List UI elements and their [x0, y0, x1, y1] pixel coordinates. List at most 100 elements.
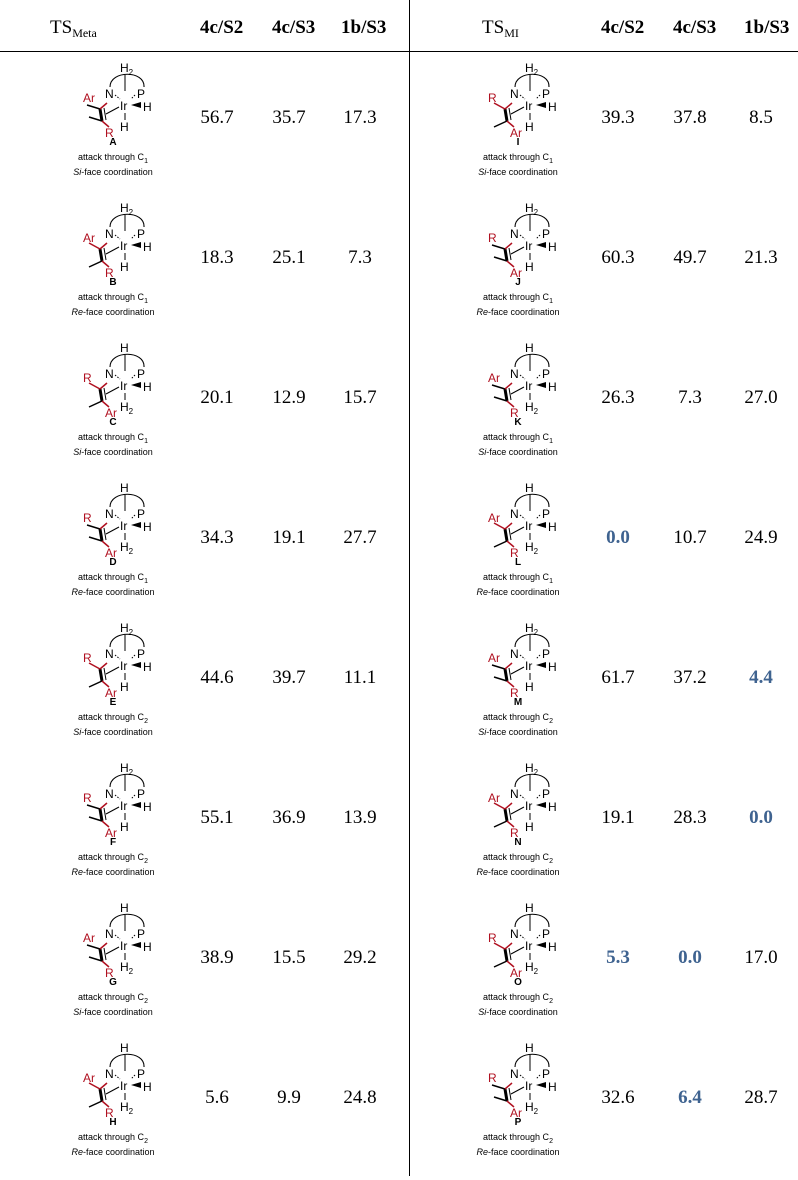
right-hydride-label: H: [548, 800, 557, 814]
alkene-bond: [503, 388, 509, 402]
upper-substituent-label: Ar: [488, 651, 500, 665]
structure-letter: F: [109, 837, 117, 848]
top-hydride-label: H: [525, 481, 534, 495]
upper-substituent-label: Ar: [83, 91, 95, 105]
iridium-complex-structure: H2 N P Ir HH R Ar: [488, 201, 557, 280]
ligand-arc: [109, 353, 145, 368]
upper-substituent-label: Ar: [488, 371, 500, 385]
upper-substituent-label: Ar: [83, 231, 95, 245]
lower-substituent-label: R: [510, 686, 519, 700]
structure-letter: C: [109, 417, 117, 428]
iridium-label: Ir: [120, 939, 127, 953]
nitrogen-label: N: [510, 227, 519, 241]
structure-caption: attack through C2 Re-face coordination: [71, 852, 155, 877]
column-divider: [409, 0, 410, 1176]
structure-caption: attack through C2 Si-face coordination: [478, 712, 558, 737]
energy-value: 8.5: [749, 107, 773, 128]
energy-value: 13.9: [343, 807, 377, 828]
ligand-arc: [109, 493, 145, 508]
bottom-hydride-label: H: [525, 260, 534, 274]
lower-substituent-label: R: [510, 826, 519, 840]
right-hydride-label: H: [143, 100, 152, 114]
ligand-arc: [109, 773, 145, 788]
header-ts-meta: TSMeta: [50, 17, 97, 40]
iridium-label: Ir: [120, 239, 127, 253]
top-hydride-label: H2: [120, 201, 134, 217]
right-hydride-label: H: [548, 100, 557, 114]
iridium-label: Ir: [120, 1079, 127, 1093]
iridium-label: Ir: [120, 519, 127, 533]
iridium-label: Ir: [525, 1079, 532, 1093]
alkene-bond: [98, 948, 104, 962]
lower-substituent-label: R: [105, 126, 114, 140]
energy-value: 0.0: [749, 807, 773, 828]
energy-value: 0.0: [606, 527, 630, 548]
phosphorus-label: P: [542, 87, 550, 101]
header-col-4c-s2-left: 4c/S2: [200, 17, 244, 38]
structure-letter: J: [515, 277, 521, 288]
structure-caption: attack through C1 Re-face coordination: [476, 572, 560, 597]
right-hydride-label: H: [548, 940, 557, 954]
structure-letter: I: [516, 137, 520, 148]
bottom-hydride-label: H2: [120, 960, 134, 976]
alkene-bond: [98, 388, 104, 402]
structure-caption: attack through C2 Si-face coordination: [73, 992, 153, 1017]
energy-value: 12.9: [272, 387, 306, 408]
nitrogen-label: N: [510, 647, 519, 661]
structure-caption: attack through C2 Re-face coordination: [71, 1132, 155, 1157]
energy-value: 25.1: [272, 247, 306, 268]
structure-caption: attack through C1 Re-face coordination: [476, 292, 560, 317]
nitrogen-label: N: [510, 787, 519, 801]
phosphorus-label: P: [542, 1067, 550, 1081]
ligand-arc: [109, 213, 145, 228]
iridium-complex-structure: H2 N P Ir HH Ar R: [488, 621, 557, 700]
iridium-complex-structure: H2 N P Ir HH Ar R: [488, 761, 557, 840]
phosphorus-label: P: [542, 227, 550, 241]
phosphorus-label: P: [137, 367, 145, 381]
right-hydride-label: H: [143, 520, 152, 534]
top-hydride-label: H2: [525, 61, 539, 77]
ligand-arc: [109, 73, 145, 88]
bottom-hydride-label: H2: [525, 960, 539, 976]
energy-value: 32.6: [601, 1087, 635, 1108]
nitrogen-label: N: [105, 227, 114, 241]
energy-value: 24.8: [343, 1087, 377, 1108]
ligand-arc: [514, 913, 550, 928]
alkene-bond: [98, 1088, 104, 1102]
energy-value: 17.3: [343, 107, 377, 128]
nitrogen-label: N: [510, 87, 519, 101]
right-hydride-label: H: [548, 660, 557, 674]
energy-value: 55.1: [200, 807, 234, 828]
nitrogen-label: N: [105, 87, 114, 101]
nitrogen-label: N: [105, 647, 114, 661]
iridium-label: Ir: [525, 939, 532, 953]
iridium-label: Ir: [120, 99, 127, 113]
structure-letter: M: [513, 697, 523, 708]
structure-letter: G: [109, 977, 117, 988]
lower-substituent-label: R: [105, 266, 114, 280]
iridium-label: Ir: [525, 239, 532, 253]
phosphorus-label: P: [137, 647, 145, 661]
energy-value: 17.0: [744, 947, 778, 968]
phosphorus-label: P: [137, 227, 145, 241]
energy-value: 5.6: [205, 1087, 229, 1108]
energy-value: 6.4: [678, 1087, 702, 1108]
energy-value: 0.0: [678, 947, 702, 968]
upper-substituent-label: R: [83, 511, 92, 525]
nitrogen-label: N: [510, 507, 519, 521]
energy-value: 35.7: [272, 107, 306, 128]
upper-substituent-label: R: [83, 371, 92, 385]
ligand-arc: [109, 633, 145, 648]
energy-value: 27.0: [744, 387, 778, 408]
energy-value: 11.1: [343, 667, 377, 688]
alkene-bond: [503, 668, 509, 682]
structure-caption: attack through C1 Si-face coordination: [73, 152, 153, 177]
iridium-complex-structure: H2 N P Ir HH Ar R: [83, 61, 152, 140]
bottom-hydride-label: H: [525, 120, 534, 134]
lower-substituent-label: R: [105, 966, 114, 980]
energy-value: 61.7: [601, 667, 635, 688]
energy-value: 4.4: [749, 667, 773, 688]
